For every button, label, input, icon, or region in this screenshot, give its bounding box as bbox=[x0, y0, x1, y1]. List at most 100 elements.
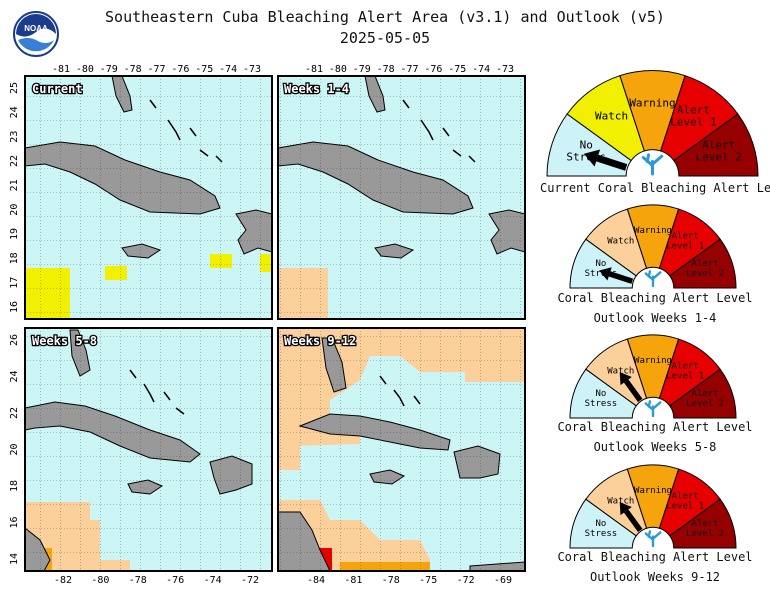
tick-label-left: 25 bbox=[9, 82, 20, 94]
tick-label-left: 24 bbox=[9, 106, 20, 118]
gauge-weeks1-4-label-line1: Coral Bleaching Alert Level bbox=[557, 291, 753, 305]
tick-label-left: 18 bbox=[9, 480, 20, 492]
map-panel-weeks5-8 bbox=[24, 327, 273, 572]
coral-icon bbox=[644, 270, 662, 288]
gauge-weeks9-12-label-line1: Coral Bleaching Alert Level bbox=[557, 550, 753, 564]
gauge-segment-label: Watch bbox=[607, 497, 634, 507]
tick-label-bottom: -69 bbox=[494, 575, 512, 586]
gauge-current: No Stress Watch Warning Alert Level 1 Alert Lev… bbox=[545, 60, 760, 178]
tick-label-bottom: -72 bbox=[457, 575, 475, 586]
tick-label-left: 17 bbox=[9, 277, 20, 289]
noaa-logo: NOAA bbox=[12, 10, 60, 58]
tick-label-bottom: -80 bbox=[91, 575, 109, 586]
gauge-segment-label: Warning bbox=[634, 356, 672, 366]
tick-label-top: -80 bbox=[329, 64, 347, 75]
gauge-segment-label: No Stress bbox=[585, 259, 618, 279]
tick-label-top: -73 bbox=[243, 64, 261, 75]
tick-label-left: 20 bbox=[9, 204, 20, 216]
tick-label-bottom: -84 bbox=[307, 575, 325, 586]
tick-label-left: 23 bbox=[9, 131, 20, 143]
tick-label-top: -77 bbox=[400, 64, 418, 75]
tick-label-bottom: -78 bbox=[129, 575, 147, 586]
gauge-segment-alert-level-2 bbox=[669, 498, 737, 549]
tick-label-top: -79 bbox=[100, 64, 118, 75]
tick-label-left: 19 bbox=[9, 228, 20, 240]
tick-label-bottom: -76 bbox=[166, 575, 184, 586]
map-panel-current bbox=[24, 75, 273, 320]
gauge-segment-label: No Stress bbox=[585, 389, 618, 409]
page-date: 2025-05-05 bbox=[339, 29, 431, 47]
tick-label-top: -81 bbox=[305, 64, 323, 75]
tick-label-left: 24 bbox=[9, 370, 20, 382]
tick-label-left: 22 bbox=[9, 155, 20, 167]
map-panels: Current Weeks 1-4 Weeks 5-8 Weeks 9-12 -… bbox=[9, 64, 526, 586]
gauge-needle bbox=[608, 271, 634, 284]
gauge-segment-label: Alert Level 2 bbox=[686, 519, 724, 539]
tick-label-left: 22 bbox=[9, 407, 20, 419]
gauge-segment-alert-level-2 bbox=[669, 238, 737, 289]
panel-label-weeks1-4: Weeks 1-4 bbox=[284, 82, 349, 96]
gauge-segment-label: Alert Level 1 bbox=[670, 104, 716, 129]
tick-label-top: -78 bbox=[124, 64, 142, 75]
tick-label-left: 20 bbox=[9, 443, 20, 455]
gauge-weeks1-4: No Stress Watch Warning Alert Level 1 Alert Lev… bbox=[568, 202, 738, 290]
tick-label-bottom: -82 bbox=[54, 575, 72, 586]
gauge-segment-label: Watch bbox=[595, 110, 628, 123]
gauge-weeks5-8-label-line1: Coral Bleaching Alert Level bbox=[557, 420, 753, 434]
tick-label-left: 16 bbox=[9, 301, 20, 313]
tick-labels: -81 -80 -79 -78 -77 -76 -75 -74 -73 25 24 23 22 21 20 1… bbox=[9, 64, 514, 586]
tick-label-bottom: -72 bbox=[241, 575, 259, 586]
panel-label-weeks9-12: Weeks 9-12 bbox=[284, 334, 356, 348]
tick-label-bottom: -81 bbox=[344, 575, 362, 586]
map-panel-weeks9-12 bbox=[277, 327, 526, 572]
gauge-needle bbox=[596, 154, 628, 171]
gauge-weeks9-12-label-line2: Outlook Weeks 9-12 bbox=[589, 570, 721, 584]
tick-label-top: -76 bbox=[424, 64, 442, 75]
tick-label-left: 14 bbox=[9, 553, 20, 565]
gauge-weeks9-12: No Stress Watch Warning Alert Level 1 Alert Lev… bbox=[568, 462, 738, 550]
gauge-weeks1-4-label-line2: Outlook Weeks 1-4 bbox=[593, 311, 717, 325]
tick-label-bottom: -74 bbox=[204, 575, 222, 586]
panel-label-current: Current bbox=[32, 82, 83, 96]
gauge-needle-head bbox=[619, 502, 632, 516]
gauge-current-label: Current Coral Bleaching Alert Level bbox=[540, 181, 770, 195]
tick-label-left: 18 bbox=[9, 252, 20, 264]
tick-label-top: -75 bbox=[448, 64, 466, 75]
coral-icon bbox=[644, 400, 662, 418]
gauge-segment-label: Watch bbox=[607, 237, 634, 247]
gauge-segment-label: Warning bbox=[629, 96, 675, 109]
gauge-segment-label: Alert Level 1 bbox=[666, 232, 704, 252]
gauge-segment-label: Alert Level 1 bbox=[666, 362, 704, 382]
gauge-segment-label: Alert Level 2 bbox=[686, 389, 724, 409]
gauge-segment-label: Alert Level 2 bbox=[686, 259, 724, 279]
map-panel-weeks1-4 bbox=[277, 75, 526, 320]
tick-label-bottom: -78 bbox=[382, 575, 400, 586]
gauge-needle bbox=[623, 509, 643, 532]
gauge-segment-alert-level-2 bbox=[673, 113, 759, 177]
panel-label-weeks5-8: Weeks 5-8 bbox=[32, 334, 97, 348]
tick-label-bottom: -75 bbox=[419, 575, 437, 586]
tick-label-top: -76 bbox=[171, 64, 189, 75]
gauge-needle-head bbox=[584, 149, 601, 167]
tick-label-top: -75 bbox=[195, 64, 213, 75]
tick-label-top: -74 bbox=[219, 64, 237, 75]
page-title: Southeastern Cuba Bleaching Alert Area (… bbox=[105, 8, 665, 26]
tick-label-top: -73 bbox=[496, 64, 514, 75]
tick-label-top: -78 bbox=[377, 64, 395, 75]
tick-label-left: 16 bbox=[9, 516, 20, 528]
tick-label-top: -74 bbox=[472, 64, 490, 75]
tick-label-top: -81 bbox=[52, 64, 70, 75]
tick-label-left: 21 bbox=[9, 179, 20, 191]
tick-label-left: 26 bbox=[9, 334, 20, 346]
gauge-segment-label: Alert Level 2 bbox=[696, 138, 742, 163]
gauge-needle-head bbox=[619, 372, 632, 386]
coral-icon bbox=[641, 153, 664, 176]
gauge-weeks5-8: No Stress Watch Warning Alert Level 1 Alert Lev… bbox=[568, 332, 738, 420]
gauge-segment-label: No Stress bbox=[585, 519, 618, 539]
tick-label-top: -80 bbox=[76, 64, 94, 75]
noaa-logo-text: NOAA bbox=[24, 24, 48, 33]
gauge-needle bbox=[623, 379, 643, 402]
gauge-segment-label: Watch bbox=[607, 367, 634, 377]
tick-label-top: -79 bbox=[353, 64, 371, 75]
gauge-segment-alert-level-2 bbox=[669, 368, 737, 419]
